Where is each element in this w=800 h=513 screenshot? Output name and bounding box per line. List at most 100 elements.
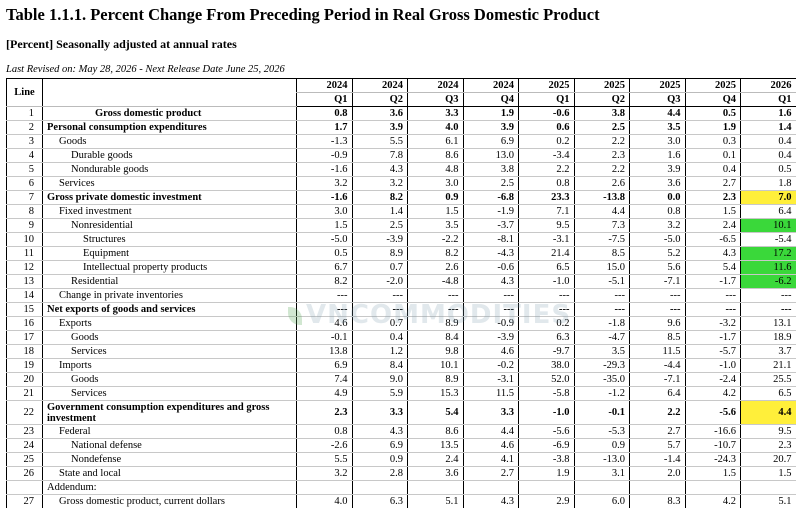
value-cell: 7.8	[351, 148, 408, 163]
line-number: 20	[6, 372, 43, 387]
value-cell: -3.7	[462, 218, 519, 233]
table-row: 12 Intellectual property products 6.7 0.7 2.…	[6, 260, 796, 275]
table-row: 8 Fixed investment 3.0 1.4 1.5 -1.9 7.1 4.4 0.8 1…	[6, 204, 796, 219]
value-cell: 3.6	[351, 106, 408, 121]
value-cell: -13.0	[573, 452, 630, 467]
value-cell: -1.8	[573, 316, 630, 331]
value-cell: -1.6	[296, 190, 352, 205]
value-cell: -5.8	[518, 386, 574, 401]
value-cell	[629, 480, 685, 495]
value-cell: 2.3	[573, 148, 630, 163]
value-cell: ---	[573, 288, 630, 303]
value-cell: 6.9	[296, 358, 352, 373]
line-number: 23	[6, 424, 43, 439]
value-cell: 3.7	[740, 344, 796, 359]
table-row: 7 Gross private domestic investment -1.6 8.…	[6, 190, 796, 205]
table-row: 18 Services 13.8 1.2 9.8 4.6 -9.7 3.5 11.5 -5.7 3.…	[6, 344, 796, 359]
value-cell: 1.5	[684, 466, 741, 481]
value-cell: -9.7	[518, 344, 574, 359]
value-cell: ---	[462, 302, 519, 317]
value-cell: 8.6	[407, 148, 463, 163]
value-cell	[407, 480, 463, 495]
value-cell: 3.9	[462, 120, 519, 135]
table-row: 2 Personal consumption expenditures 1.7 3.9…	[6, 120, 796, 135]
value-cell: 3.1	[573, 466, 630, 481]
table-row: 5 Nondurable goods -1.6 4.3 4.8 3.8 2.2 2.2 3.9 0…	[6, 162, 796, 177]
value-cell: 5.9	[351, 386, 408, 401]
value-cell: 0.4	[684, 162, 741, 177]
value-cell: -0.6	[462, 260, 519, 275]
value-cell: -5.3	[573, 424, 630, 439]
line-number: 3	[6, 134, 43, 149]
value-cell: 3.0	[296, 204, 352, 219]
value-cell: 4.3	[351, 424, 408, 439]
value-cell: 3.5	[573, 344, 630, 359]
row-label: Nonresidential	[42, 218, 297, 233]
value-cell: -5.1	[573, 274, 630, 289]
value-cell: 0.5	[684, 106, 741, 121]
year-header: 2024	[296, 78, 352, 93]
value-cell: 5.1	[740, 494, 796, 508]
highlighted-value-cell: 4.4	[740, 400, 796, 425]
value-cell: -3.2	[684, 316, 741, 331]
value-cell: -1.0	[518, 400, 574, 425]
highlighted-value-cell: 7.0	[740, 190, 796, 205]
table-row: 23 Federal 0.8 4.3 8.6 4.4 -5.6 -5.3 2.7 -16.6 9.5	[6, 424, 796, 439]
value-cell: 20.7	[740, 452, 796, 467]
value-cell: ---	[684, 288, 741, 303]
value-cell: 0.4	[351, 330, 408, 345]
value-cell: 21.1	[740, 358, 796, 373]
table-row: Addendum:	[6, 480, 796, 495]
value-cell: 0.3	[684, 134, 741, 149]
value-cell: 6.4	[740, 204, 796, 219]
value-cell: 5.5	[351, 134, 408, 149]
value-cell: 2.9	[518, 494, 574, 508]
value-cell: 3.6	[407, 466, 463, 481]
row-label: State and local	[42, 466, 297, 481]
value-cell: 4.9	[296, 386, 352, 401]
line-number: 27	[6, 494, 43, 508]
line-number: 10	[6, 232, 43, 247]
value-cell	[518, 480, 574, 495]
value-cell: 3.2	[629, 218, 685, 233]
value-cell: -3.9	[351, 232, 408, 247]
value-cell: 2.4	[684, 218, 741, 233]
value-cell: 2.3	[740, 438, 796, 453]
value-cell: 9.6	[629, 316, 685, 331]
quarter-header: Q2	[573, 92, 630, 107]
quarter-header: Q1	[518, 92, 574, 107]
value-cell: -1.6	[296, 162, 352, 177]
value-cell: -1.9	[462, 204, 519, 219]
value-cell: -3.1	[462, 372, 519, 387]
value-cell: 0.8	[296, 106, 352, 121]
value-cell: ---	[462, 288, 519, 303]
value-cell: -1.0	[518, 274, 574, 289]
value-cell: 1.8	[740, 176, 796, 191]
row-label: Residential	[42, 274, 297, 289]
value-cell: ---	[629, 302, 685, 317]
value-cell: -2.4	[684, 372, 741, 387]
value-cell: 1.5	[740, 466, 796, 481]
value-cell: 21.4	[518, 246, 574, 261]
highlighted-value-cell: 10.1	[740, 218, 796, 233]
row-label: Gross domestic product, current dollars	[42, 494, 297, 508]
row-label: Federal	[42, 424, 297, 439]
value-cell: -0.2	[462, 358, 519, 373]
value-cell: 3.3	[407, 106, 463, 121]
value-cell: ---	[684, 302, 741, 317]
value-cell: 1.2	[351, 344, 408, 359]
value-cell: 2.5	[573, 120, 630, 135]
value-cell: ---	[629, 288, 685, 303]
value-cell: -1.2	[573, 386, 630, 401]
table-row: 17 Goods -0.1 0.4 8.4 -3.9 6.3 -4.7 8.5 -1.7 18.9	[6, 330, 796, 345]
value-cell: 2.7	[684, 176, 741, 191]
row-label: Gross domestic product	[42, 106, 297, 121]
line-number: 11	[6, 246, 43, 261]
value-cell: -5.7	[684, 344, 741, 359]
table-container: Line 2024 2024 2024 2024 2025 2025 2025 2025 202…	[6, 78, 796, 508]
value-cell: 8.2	[407, 246, 463, 261]
value-cell: 3.2	[296, 466, 352, 481]
value-cell: 4.4	[629, 106, 685, 121]
value-cell: 9.0	[351, 372, 408, 387]
value-cell: 4.6	[462, 438, 519, 453]
